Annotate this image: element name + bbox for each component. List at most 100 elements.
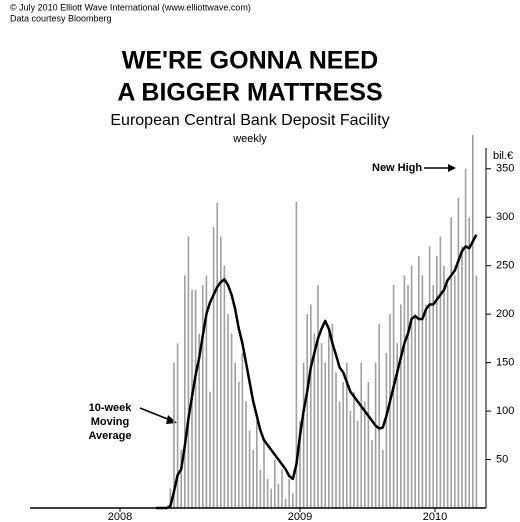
y-tick-label: 150 [496,357,514,369]
bar [313,333,316,508]
y-tick-label: 50 [496,453,508,465]
bar [338,401,341,508]
bar [331,323,334,508]
bar [382,449,384,508]
y-tick-label: 300 [496,211,514,223]
bar [364,401,366,508]
bar [234,362,236,508]
y-tick-label: 350 [496,163,514,175]
bar [450,217,452,508]
bar [220,236,222,508]
bar [241,352,244,508]
annotation: Moving [91,416,130,428]
chart-title: WE'RE GONNA NEED [122,47,378,75]
bar [169,488,172,508]
bar [227,314,229,508]
bar [439,236,442,508]
bar [252,449,254,508]
bar [400,304,402,508]
bar [277,483,280,508]
annotation-arrowhead [166,415,177,424]
bar [371,440,373,508]
bar [295,201,298,508]
bar [346,362,348,508]
bar [212,226,215,508]
bar [396,343,398,508]
bar [292,493,294,508]
copyright: © July 2010 Elliott Wave International (… [10,2,251,12]
bar [310,304,312,508]
annotation: 10-week [89,402,133,414]
bar [302,362,305,508]
chart-subtitle: weekly [232,133,267,145]
bar [468,217,470,508]
y-tick-label: 100 [496,405,514,417]
bar [425,304,427,508]
bar [342,382,344,508]
bar [205,275,208,508]
bar [324,362,326,508]
chart-title: A BIGGER MATTRESS [117,79,382,107]
bar [378,323,380,508]
bar [432,285,434,508]
bar [436,256,438,508]
y-tick-label: 200 [496,308,514,320]
bar [461,246,463,509]
bar [238,382,240,508]
bar [306,314,308,508]
bar [328,333,330,508]
bar [385,352,388,508]
bar [418,256,420,508]
bar [410,265,413,508]
bar [353,391,355,508]
bar [180,449,182,508]
moving-average-line [156,234,478,510]
bar [270,488,272,508]
bar [360,362,362,508]
bar [317,285,319,508]
bar [281,469,283,508]
annotation: New High [372,162,422,174]
y-tick-label: 250 [496,260,514,272]
bar [472,134,474,508]
bar [198,333,200,508]
bar [443,265,445,508]
bar [464,168,467,508]
chart-subtitle: European Central Bank Deposit Facility [110,112,389,129]
bar [284,498,287,508]
bar [176,343,179,508]
bar [256,420,258,508]
y-axis-label: bil.€ [493,150,513,162]
bar [216,202,218,508]
bar [223,265,226,508]
bar [194,289,197,508]
bar [248,430,251,508]
bar [259,469,262,508]
bar [245,401,247,508]
bar [184,275,186,508]
bar [274,459,276,508]
bar [263,440,265,508]
bar [299,420,301,508]
bar [403,275,406,508]
bar [428,246,431,509]
bar [266,478,269,508]
bar [335,372,337,508]
bar [475,275,478,508]
bar [173,362,175,508]
bar [288,478,290,508]
x-tick-label: 2010 [423,511,447,522]
bar [407,285,409,508]
bar [392,285,395,508]
bar [421,275,424,508]
bar [367,382,370,508]
bar [389,314,391,508]
bar [187,236,190,508]
bar [230,333,233,508]
source: Data courtesy Bloomberg [10,13,112,23]
annotation-arrow [139,407,171,421]
annotation: Average [88,430,131,442]
bar [356,420,359,508]
bar [446,285,449,508]
